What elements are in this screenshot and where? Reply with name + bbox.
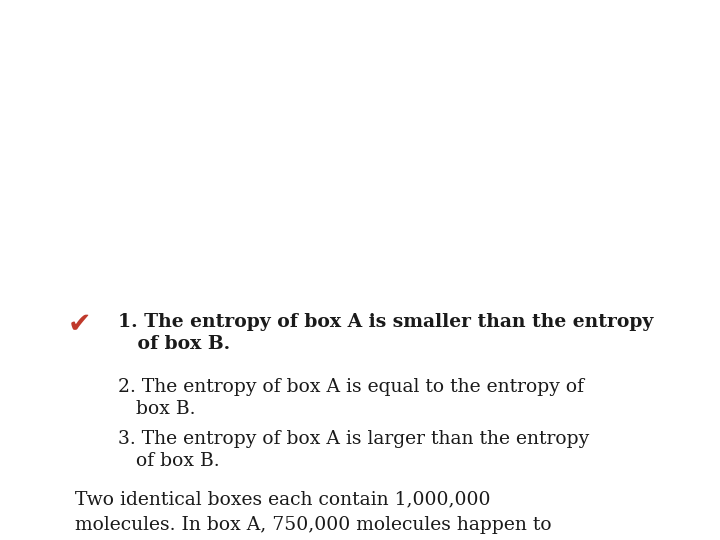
- Text: 2. The entropy of box A is equal to the entropy of: 2. The entropy of box A is equal to the …: [118, 378, 584, 396]
- Text: box B.: box B.: [118, 400, 196, 418]
- Text: of box B.: of box B.: [118, 452, 220, 470]
- Text: 1. The entropy of box A is smaller than the entropy: 1. The entropy of box A is smaller than …: [118, 313, 653, 331]
- Text: Two identical boxes each contain 1,000,000
molecules. In box A, 750,000 molecule: Two identical boxes each contain 1,000,0…: [75, 490, 552, 540]
- Text: ✔: ✔: [68, 310, 91, 338]
- Text: 3. The entropy of box A is larger than the entropy: 3. The entropy of box A is larger than t…: [118, 430, 589, 448]
- Text: of box B.: of box B.: [118, 335, 230, 353]
